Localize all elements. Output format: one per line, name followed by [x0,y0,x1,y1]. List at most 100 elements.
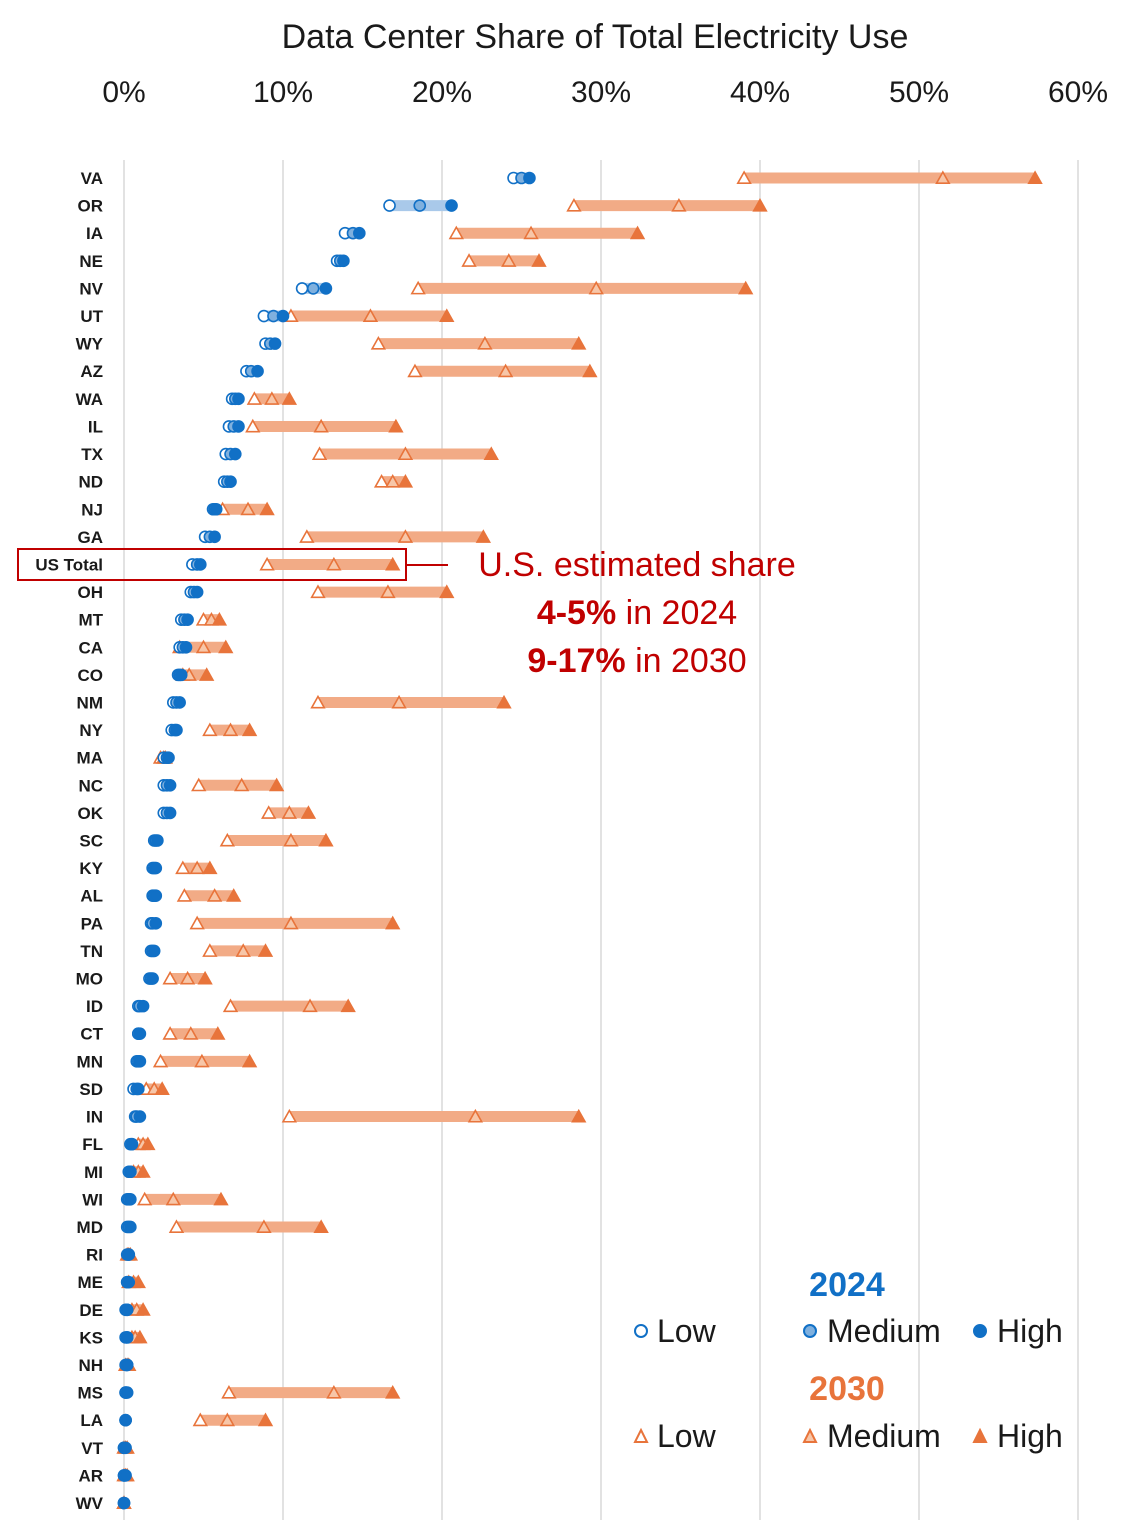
marker-2030-high-la [257,1412,274,1427]
marker-2030-medium-id [302,998,318,1013]
marker-2030-medium-nc [233,777,250,792]
marker-2030-high-fl [140,1136,156,1151]
state-label-vt: VT [81,1439,103,1458]
marker-2024-high-ga [208,530,221,544]
marker-2030-low-oh [310,584,326,599]
legend-2030-high-marker [972,1427,988,1443]
x-tick-label: 60% [1048,76,1108,109]
marker-2030-medium-il [313,418,329,433]
marker-2030-high-wi [213,1191,229,1206]
range-bands [124,172,1036,1481]
marker-2030-high-tn [257,943,274,957]
marker-2030-medium-us-total [326,556,342,571]
marker-2024-high-id [136,999,150,1013]
marker-2024-high-va [523,171,536,185]
state-label-sc: SC [79,832,103,851]
state-label-us-total: US Total [35,555,103,574]
legend-2030-low-label: Low [657,1418,717,1454]
marker-2030-high-tx [483,446,499,461]
marker-2030-medium-ne [501,253,517,267]
marker-2024-high-de [120,1303,134,1317]
state-label-ms: MS [78,1384,104,1403]
marker-2024-high-us-total [194,558,207,571]
marker-2030-low-nv [410,280,426,295]
marker-2030-high-ms [385,1384,401,1399]
marker-2030-high-az [582,363,598,378]
marker-2030-medium-md [256,1219,272,1233]
marker-2024-high-mt [181,613,194,626]
marker-2030-medium-sc [283,832,299,847]
state-label-mn: MN [77,1052,103,1071]
marker-2024-high-ca [179,640,193,654]
chart-title: Data Center Share of Total Electricity U… [282,18,909,56]
marker-2030-high-us-total [385,556,401,571]
marker-2030-medium-ut [362,308,379,323]
state-label-ma: MA [77,749,103,768]
marker-2030-medium-nd [385,474,401,488]
marker-2030-high-va [1027,170,1043,184]
marker-2030-medium-ny [222,722,239,737]
state-labels: VA OR IA NE NV UT WY AZ WA IL TX ND NJ GA US Total OH MT… [35,169,103,1513]
marker-2030-high-ca [218,639,234,654]
state-label-nh: NH [78,1356,103,1375]
marker-2030-medium-ca [195,639,212,654]
marker-2024-high-ut [276,309,290,323]
marker-2024-high-ok [163,806,177,820]
state-label-nv: NV [79,279,103,298]
state-label-oh: OH [78,583,104,602]
state-label-co: CO [78,666,104,685]
state-label-tn: TN [80,942,103,961]
marker-2030-medium-nv [588,280,604,295]
marker-2024-high-mi [124,1165,137,1179]
marker-2024-high-az [251,364,264,378]
state-label-ri: RI [86,1246,103,1265]
state-label-nm: NM [77,693,103,712]
legend-2024-medium-marker [803,1324,817,1338]
marker-2030-high-ks [132,1329,148,1344]
marker-2030-medium-va [935,170,951,184]
marker-2030-medium-ga [397,529,414,543]
marker-2024-high-or [445,199,458,212]
marker-2030-high-de [135,1302,151,1316]
state-label-mi: MI [84,1163,103,1182]
marker-2024-high-wy [268,337,282,350]
state-label-wy: WY [76,335,104,354]
marker-2024-high-ct [133,1027,147,1041]
annotation-2030-suffix: in 2030 [626,642,747,680]
marker-2030-high-nd [397,474,414,488]
marker-2030-high-wa [281,391,298,405]
marker-2030-low-al [176,888,193,902]
marker-2030-high-ia [629,225,646,240]
marker-2030-high-ok [300,805,317,819]
marker-2030-medium-in [467,1108,484,1123]
marker-2030-high-nj [259,501,275,516]
marker-2030-low-ne [461,253,477,267]
x-tick-label: 20% [412,76,472,109]
marker-2030-medium-mo [179,970,196,985]
marker-2030-low-tn [202,943,218,957]
marker-2024-high-ky [149,861,163,875]
marker-2030-high-md [313,1219,329,1233]
marker-2024-high-sc [151,834,164,847]
state-label-tx: TX [81,445,103,464]
marker-2030-low-mn [152,1053,169,1068]
us-share-annotation: U.S. estimated share 4-5% in 2024 9-17% … [478,546,795,680]
marker-2030-high-or [752,197,768,212]
marker-2030-high-mi [135,1164,151,1178]
marker-2024-low-or [383,199,396,212]
marker-2024-high-tx [229,447,242,461]
legend: 2024 Low Medium High 2030 Low Medium Hig… [633,1266,1063,1454]
marker-2024-high-mn [133,1055,147,1068]
marker-2024-high-nm [173,696,186,709]
x-tick-label: 50% [889,76,949,109]
marker-2030-low-nm [310,694,326,709]
marker-2024-high-md [124,1220,137,1234]
state-label-id: ID [86,997,103,1016]
marker-2024-high-fl [125,1137,139,1151]
marker-2030-medium-ky [189,860,205,875]
state-label-ct: CT [80,1025,103,1044]
state-label-il: IL [88,417,103,436]
marker-2030-low-sc [219,832,236,847]
legend-2024-high-marker [973,1324,987,1338]
marker-2024-high-wi [124,1193,137,1206]
